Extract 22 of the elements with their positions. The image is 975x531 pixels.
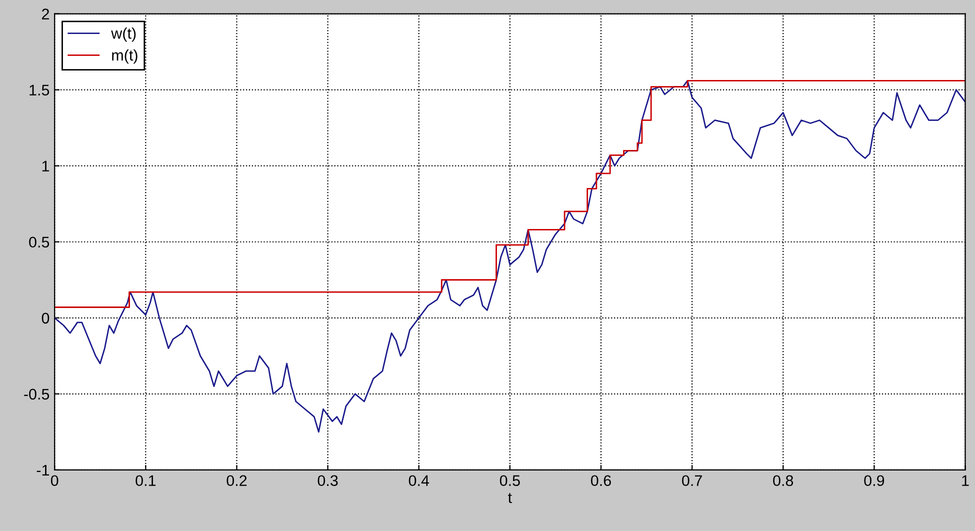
x-tick-label: 0 — [50, 475, 58, 486]
y-tick-label: -1 — [36, 464, 49, 476]
x-tick-label: 0.1 — [136, 475, 156, 486]
x-tick-label: 0.7 — [682, 475, 702, 486]
x-tick-label: 0.8 — [773, 475, 794, 486]
y-tick-label: 0.5 — [29, 236, 50, 248]
legend-label: w(t) — [111, 28, 136, 42]
x-tick-label: 0.9 — [864, 475, 884, 486]
x-tick-label: 0.6 — [590, 475, 611, 486]
y-tick-label: -0.5 — [24, 388, 50, 400]
x-tick-label: 0.4 — [408, 475, 430, 486]
y-tick-label: 0 — [42, 312, 50, 324]
x-tick-label: 0.3 — [318, 475, 338, 486]
legend-label: m(t) — [112, 49, 138, 64]
x-tick-label: 0.5 — [500, 475, 520, 486]
y-tick-label: 1.5 — [30, 84, 50, 96]
x-tick-label: 0.2 — [226, 475, 247, 486]
x-axis-title: t — [508, 493, 512, 504]
y-tick-label: 1 — [42, 160, 49, 172]
line-series — [54, 80, 966, 433]
x-tick-label: 1 — [962, 475, 969, 486]
y-tick-label: 2 — [42, 8, 49, 20]
